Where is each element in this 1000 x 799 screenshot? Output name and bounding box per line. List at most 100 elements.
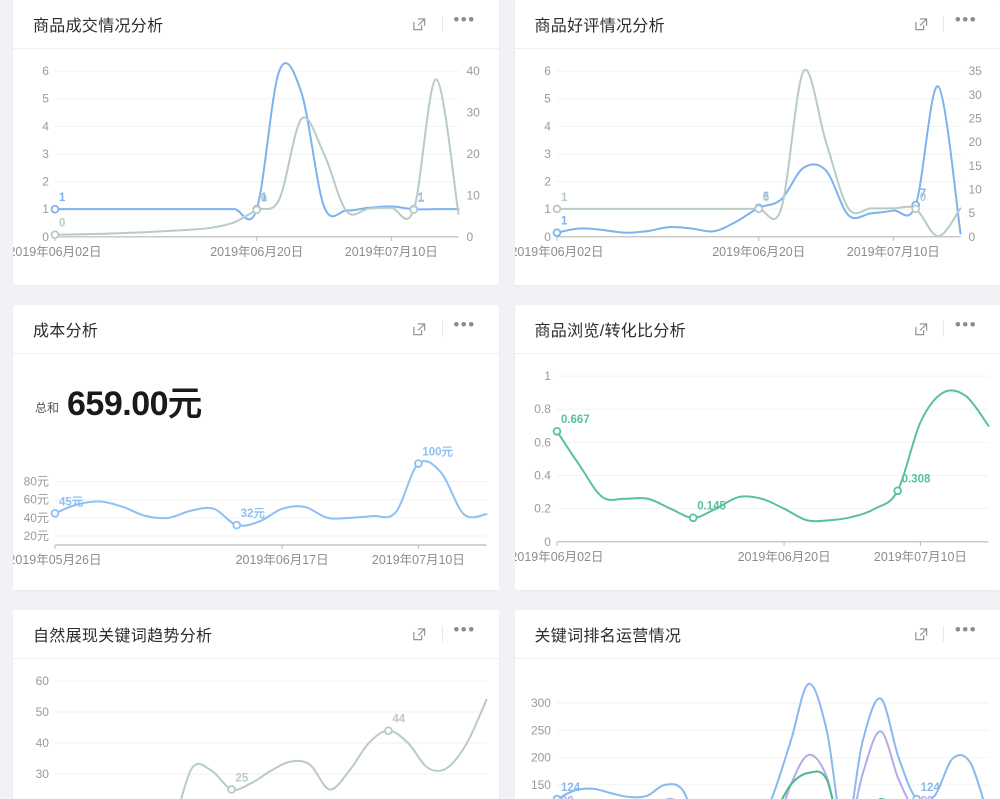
card-header: 自然展现关键词趋势分析 •••	[13, 610, 499, 659]
svg-text:0: 0	[261, 193, 267, 205]
svg-text:6: 6	[762, 191, 768, 203]
svg-text:7: 7	[919, 188, 925, 200]
svg-text:1: 1	[59, 192, 66, 204]
svg-text:44: 44	[392, 714, 405, 726]
svg-text:2019年07月10日: 2019年07月10日	[372, 553, 465, 567]
more-dots-icon[interactable]: •••	[954, 315, 978, 334]
header-divider	[441, 626, 443, 642]
line-chart: 010203040506032544	[36, 674, 488, 799]
svg-text:5: 5	[968, 206, 975, 220]
card-header-actions: •••	[406, 620, 479, 648]
card-title: 商品浏览/转化比分析	[534, 323, 686, 340]
svg-text:0: 0	[42, 230, 49, 244]
external-link-icon[interactable]	[907, 315, 935, 343]
svg-text:40: 40	[36, 736, 50, 750]
svg-text:35: 35	[968, 64, 982, 78]
svg-text:1: 1	[560, 216, 567, 228]
svg-text:2019年06月02日: 2019年06月02日	[13, 245, 101, 259]
svg-text:10: 10	[968, 182, 982, 196]
svg-text:2: 2	[42, 175, 49, 189]
line-chart: 20元 40元 60元 80元 2019年05月26日 2019年06月17日 2019年0…	[13, 446, 488, 567]
card-header-actions: •••	[907, 620, 980, 648]
svg-text:2019年06月02日: 2019年06月02日	[515, 550, 603, 564]
svg-text:15: 15	[968, 159, 982, 173]
svg-text:0: 0	[919, 192, 925, 204]
card-header-actions: •••	[907, 10, 980, 38]
card-header: 商品成交情况分析 •••	[13, 0, 499, 49]
svg-text:50: 50	[36, 705, 50, 719]
card-product-transaction: 商品成交情况分析 ••• 0 1 2 3 4 5 6 0 10 20 30 40 2019年06月02日…	[13, 0, 499, 285]
svg-text:1: 1	[42, 202, 49, 216]
svg-text:45元: 45元	[59, 495, 84, 508]
svg-text:30: 30	[968, 88, 982, 102]
card-view-conversion: 商品浏览/转化比分析 ••• 0 0.2 0.4 0.6 0.8 1 2019年06月02日…	[514, 305, 1000, 590]
svg-text:20元: 20元	[24, 529, 49, 543]
external-link-icon[interactable]	[907, 620, 935, 648]
svg-text:4: 4	[544, 119, 551, 133]
external-link-icon[interactable]	[406, 10, 434, 38]
more-dots-icon[interactable]: •••	[954, 620, 978, 639]
more-dots-icon[interactable]: •••	[453, 620, 476, 639]
chart-area: 5010015020025030012458124803499861256	[515, 659, 1000, 799]
svg-text:2019年05月26日: 2019年05月26日	[13, 553, 101, 567]
card-header-actions: •••	[907, 315, 980, 343]
header-divider	[441, 321, 443, 337]
card-title: 商品好评情况分析	[534, 18, 665, 35]
svg-text:0.8: 0.8	[534, 402, 551, 416]
svg-text:300: 300	[530, 696, 550, 710]
card-product-review: 商品好评情况分析 ••• 0 1 2 3 4 5 6 0 5 10 15 20 25 30 35 2019年0…	[514, 0, 1000, 285]
svg-text:200: 200	[530, 751, 550, 765]
svg-text:2019年06月20日: 2019年06月20日	[210, 245, 303, 259]
external-link-icon[interactable]	[406, 315, 434, 343]
svg-text:80元: 80元	[24, 475, 49, 489]
svg-text:1: 1	[544, 202, 551, 216]
more-dots-icon[interactable]: •••	[954, 10, 978, 29]
svg-text:0.145: 0.145	[697, 501, 726, 513]
svg-text:60元: 60元	[24, 493, 49, 507]
external-link-icon[interactable]	[907, 10, 935, 38]
svg-text:30: 30	[36, 767, 50, 781]
card-keyword-trend: 自然展现关键词趋势分析 ••• 010203040506032544	[13, 610, 499, 799]
svg-text:3: 3	[544, 147, 551, 161]
svg-text:5: 5	[42, 92, 49, 106]
card-cost-analysis: 成本分析 ••• 总和 659.00元 20元 40元 60元 80元 2019年05月…	[13, 305, 499, 590]
external-link-icon[interactable]	[406, 620, 434, 648]
svg-text:1: 1	[418, 192, 425, 204]
svg-text:2: 2	[544, 175, 551, 189]
card-header: 商品浏览/转化比分析 •••	[514, 305, 1000, 354]
svg-text:99: 99	[920, 796, 933, 799]
header-divider	[441, 16, 443, 32]
svg-text:100元: 100元	[422, 446, 453, 459]
svg-text:4: 4	[42, 119, 49, 133]
svg-text:5: 5	[544, 92, 551, 106]
svg-text:0.667: 0.667	[560, 414, 589, 426]
svg-text:1: 1	[261, 192, 268, 204]
card-header-actions: •••	[406, 315, 479, 343]
svg-text:0: 0	[467, 230, 474, 244]
card-title: 成本分析	[33, 323, 99, 340]
chart-area: 0 0.2 0.4 0.6 0.8 1 2019年06月02日 2019年06月20日 2019…	[515, 354, 1000, 590]
svg-text:0.6: 0.6	[534, 435, 551, 449]
svg-text:0: 0	[544, 535, 551, 549]
chart-area: 010203040506032544	[13, 659, 499, 799]
card-header: 关键词排名运营情况 •••	[514, 610, 1000, 659]
kpi-label: 总和	[35, 401, 60, 415]
header-divider	[943, 321, 944, 337]
svg-text:80: 80	[560, 796, 573, 799]
svg-text:32元: 32元	[241, 507, 266, 520]
svg-text:0: 0	[59, 218, 65, 230]
more-dots-icon[interactable]: •••	[453, 315, 476, 334]
card-header: 商品好评情况分析 •••	[514, 0, 1000, 49]
svg-text:20: 20	[467, 147, 481, 161]
more-dots-icon[interactable]: •••	[453, 10, 476, 29]
svg-text:2019年06月02日: 2019年06月02日	[515, 245, 603, 259]
svg-text:2019年07月10日: 2019年07月10日	[345, 245, 438, 259]
svg-text:40: 40	[467, 64, 481, 78]
svg-text:6: 6	[42, 64, 49, 78]
svg-text:40元: 40元	[24, 511, 49, 525]
svg-text:0.308: 0.308	[901, 474, 930, 486]
svg-text:124: 124	[920, 782, 940, 794]
svg-text:25: 25	[968, 111, 982, 125]
